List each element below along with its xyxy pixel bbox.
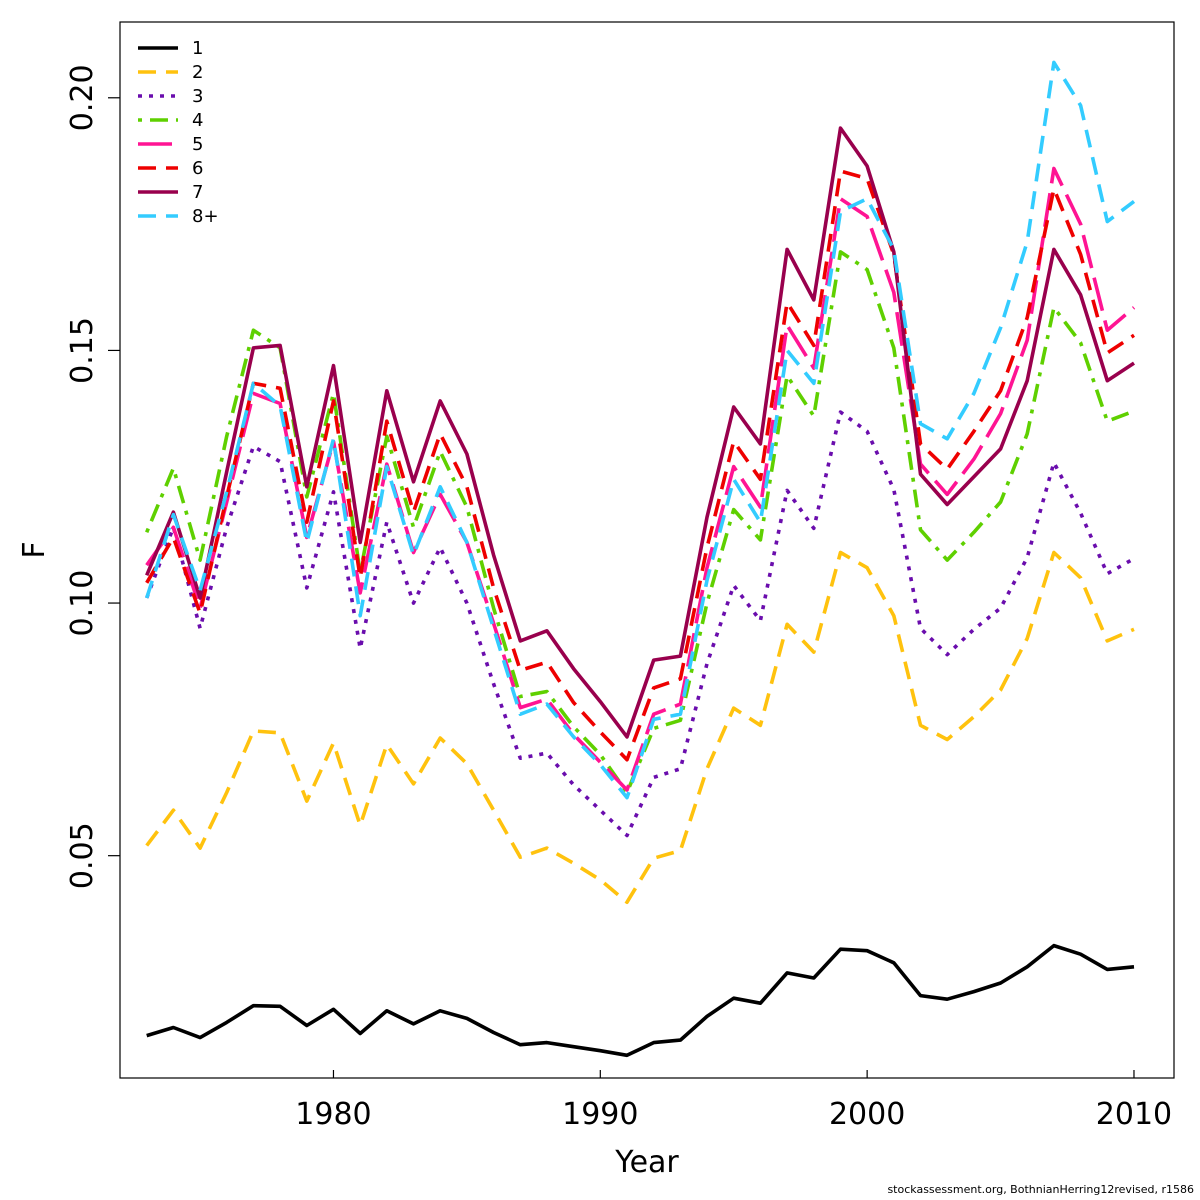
x-axis-title: Year [614, 1145, 679, 1180]
legend-label: 5 [192, 134, 203, 155]
series-line-4 [145, 250, 1135, 795]
series-line-8plus [144, 60, 1136, 800]
footer-credit: stockassessment.org, BothnianHerring12re… [887, 1183, 1194, 1196]
series-line-1 [146, 943, 1135, 1058]
y-tick-label: 0.20 [65, 64, 100, 131]
x-axis: 1980 1990 2000 2010 [295, 1070, 1172, 1132]
legend-label: 2 [192, 62, 203, 83]
legend-label: 6 [192, 158, 203, 179]
plot-frame [119, 21, 1175, 1079]
x-tick-label: 2000 [829, 1097, 905, 1132]
series-line-7 [145, 126, 1135, 739]
y-axis: 0.05 0.10 0.15 0.20 [65, 64, 120, 889]
legend-label: 1 [192, 38, 203, 59]
series-line-3 [145, 410, 1135, 838]
legend: 1 2 3 4 5 6 7 8+ [138, 38, 219, 227]
y-axis-title: F [17, 541, 52, 558]
series-line-6 [145, 169, 1135, 762]
x-tick-label: 1990 [562, 1097, 638, 1132]
legend-label: 4 [192, 110, 203, 131]
legend-label: 8+ [192, 206, 219, 227]
y-tick-label: 0.05 [65, 822, 100, 889]
x-tick-label: 1980 [295, 1097, 371, 1132]
y-tick-label: 0.15 [65, 317, 100, 384]
series-line-2 [145, 550, 1135, 905]
legend-label: 3 [192, 86, 203, 107]
y-tick-label: 0.10 [65, 570, 100, 637]
x-tick-label: 2010 [1096, 1097, 1172, 1132]
series-layer [144, 60, 1136, 1058]
legend-label: 7 [192, 182, 203, 203]
